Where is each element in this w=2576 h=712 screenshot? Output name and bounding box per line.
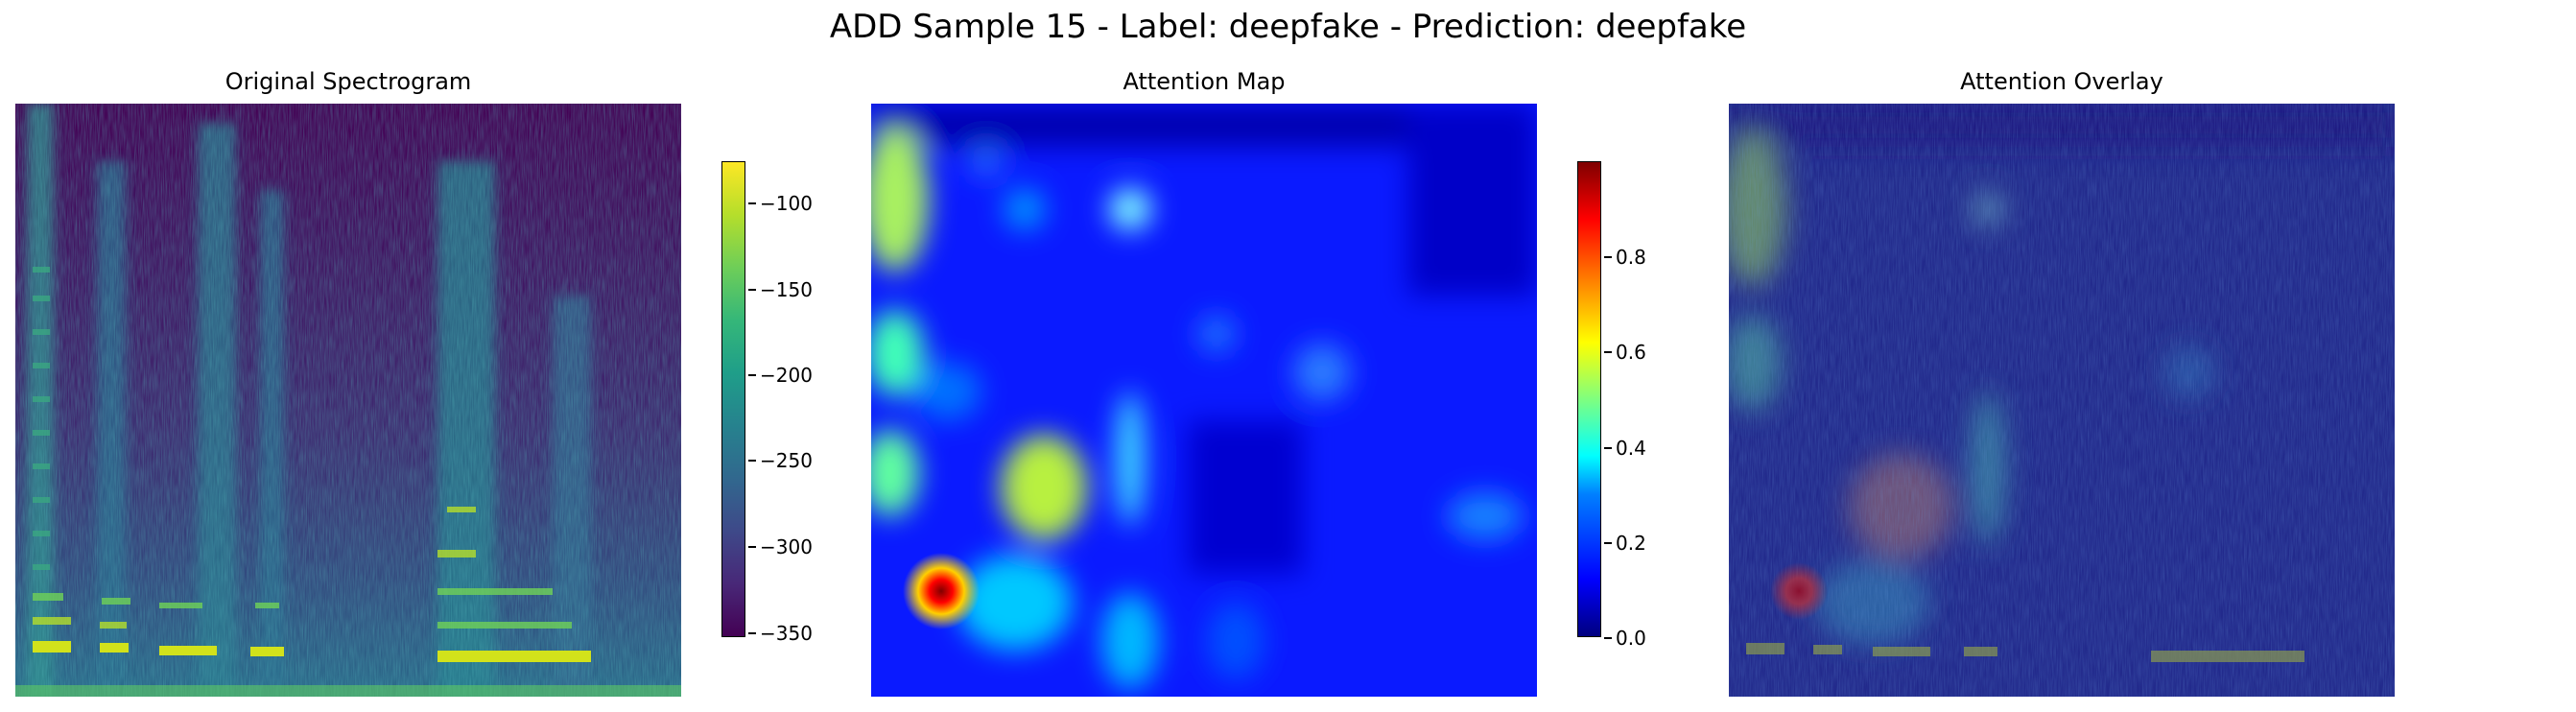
spectrogram-title: Original Spectrogram — [225, 68, 472, 95]
spectrogram-colorbar-tick: −200 — [748, 364, 813, 387]
attention-overlay-title: Attention Overlay — [1960, 68, 2163, 95]
attention-colorbar-tick: 0.6 — [1604, 341, 1646, 364]
attention-colorbar-tick: 0.2 — [1604, 532, 1646, 555]
spectrogram-colorbar-tick: −350 — [748, 622, 813, 645]
attention-overlay-image — [1729, 104, 2395, 697]
spectrogram-colorbar — [721, 161, 745, 637]
attention-colorbar-tick: 0.4 — [1604, 437, 1646, 460]
attention-colorbar-tick: 0.8 — [1604, 246, 1646, 269]
spectrogram-colorbar-tick: −250 — [748, 449, 813, 472]
spectrogram-colorbar-tick: −100 — [748, 192, 813, 215]
spectrogram-colorbar-tick: −300 — [748, 535, 813, 558]
spectrogram-colorbar-tick: −150 — [748, 278, 813, 301]
spectrogram-image — [15, 104, 681, 697]
attention-colorbar-tick: 0.0 — [1604, 627, 1646, 650]
figure-title: ADD Sample 15 - Label: deepfake - Predic… — [829, 8, 1747, 46]
attention-map-title: Attention Map — [1123, 68, 1286, 95]
attention-colorbar — [1577, 161, 1601, 637]
attention-map-image — [871, 104, 1537, 697]
